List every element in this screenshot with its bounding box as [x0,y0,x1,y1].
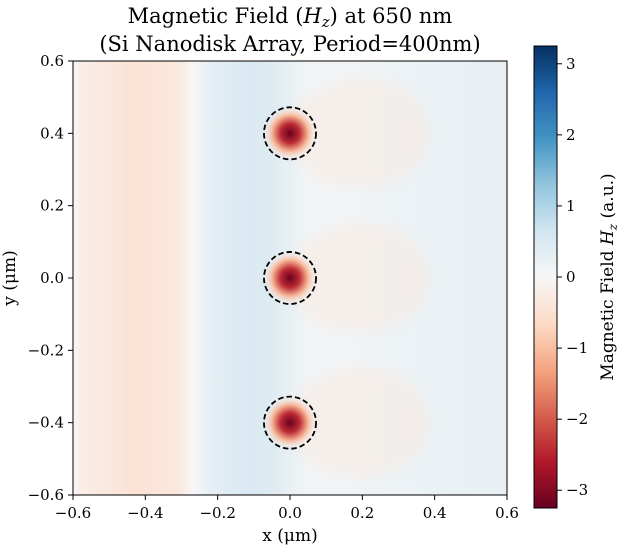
x-tick-label: −0.4 [127,504,163,522]
y-axis-label: y (μm) [0,250,20,306]
y-tick-label: 0.4 [40,124,64,142]
colorbar-tick-label: −2 [566,410,588,428]
y-tick-label: −0.4 [28,414,64,432]
x-tick-label: −0.6 [55,504,91,522]
nanodisk-outline-0 [263,106,317,161]
y-axis-ticks: 0.6 0.4 0.2 0.0 −0.2 −0.4 −0.6 [28,52,73,504]
colorbar-label: Magnetic Field Hz (a.u.) [598,173,620,380]
nanodisk-field-0 [262,105,318,161]
nanodisk-wake-2 [290,367,430,478]
y-tick-label: 0.0 [40,269,64,287]
x-tick-label: 0.2 [350,504,374,522]
colorbar-tick-label: −1 [566,339,588,357]
nanodisk-outline-1 [263,251,317,305]
nanodisk-field-2 [262,395,318,451]
x-tick-label: 0.6 [495,504,519,522]
y-tick-label: −0.2 [28,341,64,359]
nanodisk-field-1 [262,250,318,306]
colorbar-tick-label: 1 [566,197,576,215]
nanodisk-wake-0 [290,78,430,189]
x-tick-label: 0.0 [278,504,302,522]
colorbar-tick-label: 2 [566,126,576,144]
chart-title-line2: (Si Nanodisk Array, Period=400nm) [99,32,480,56]
chart-title-line1: Magnetic Field (Hz) at 650 nm [128,4,453,31]
x-axis-label: x (μm) [262,526,317,546]
colorbar-ticks: 3 2 1 0 −1 −2 −3 [557,55,588,499]
x-tick-label: −0.2 [199,504,235,522]
x-axis-ticks: −0.6 −0.4 −0.2 0.0 0.2 0.4 0.6 [55,495,519,522]
y-tick-label: 0.2 [40,197,64,215]
y-tick-label: 0.6 [40,52,64,70]
nanodisk-layer [262,78,430,478]
x-tick-label: 0.4 [423,504,447,522]
y-tick-label: −0.6 [28,486,64,504]
colorbar-tick-label: 3 [566,55,576,73]
nanodisk-wake-1 [290,223,430,333]
colorbar-tick-label: 0 [566,268,576,286]
nanodisk-outline-2 [263,395,317,450]
colorbar-tick-label: −3 [566,481,588,499]
colorbar [533,45,558,509]
